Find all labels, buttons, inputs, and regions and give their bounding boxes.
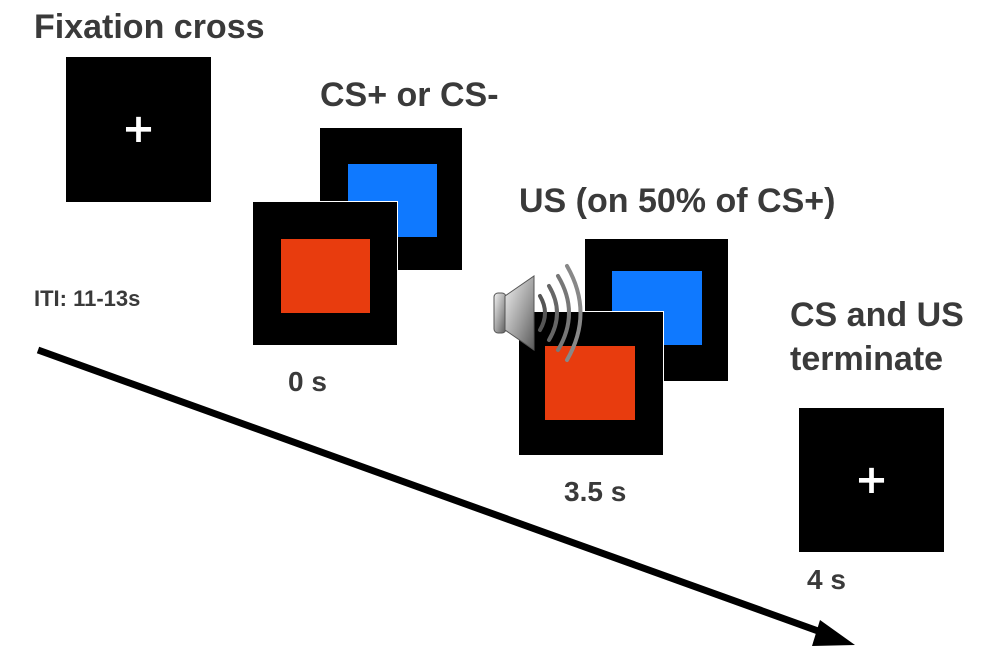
timeline-arrow-line [36,346,834,640]
terminate-screen: + [799,408,944,552]
time-4s: 4 s [807,564,846,595]
time-0s: 0 s [288,366,327,397]
iti-label: ITI: 11-13s [34,286,141,311]
cs-title: CS+ or CS- [320,76,499,114]
time-3-5s: 3.5 s [564,476,627,507]
cs-red-square [281,239,370,313]
us-red-screen [518,311,664,456]
timeline-arrow-head [812,620,855,646]
us-red-square [545,346,635,420]
fixation-cross: + [121,106,156,152]
fixation-title: Fixation cross [34,8,265,46]
terminate-cross: + [854,457,889,503]
terminate-title-line2: terminate [790,340,944,378]
us-title: US (on 50% of CS+) [519,182,836,220]
cs-red-screen [252,201,398,346]
terminate-title-line1: CS and US [790,296,964,334]
fixation-screen: + [66,57,211,202]
